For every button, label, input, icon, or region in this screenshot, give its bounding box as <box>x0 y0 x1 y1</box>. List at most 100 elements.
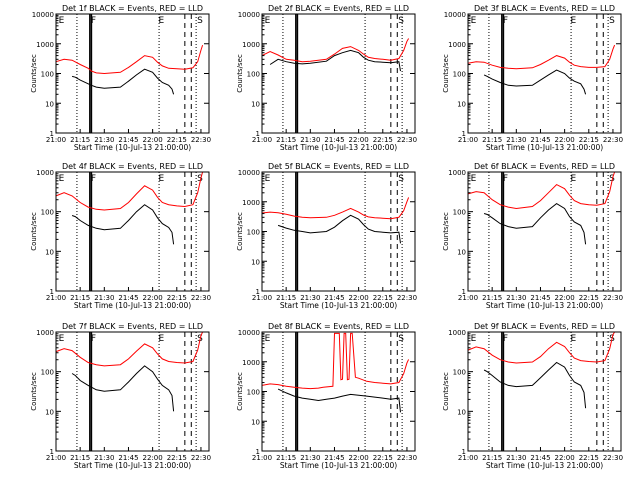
x-tick-label: 21:45 <box>118 294 138 302</box>
y-tick-label: 1000 <box>242 359 260 367</box>
panel-title: Det 9f BLACK = Events, RED = LLD <box>474 322 615 331</box>
y-tick-label: 10 <box>457 408 466 416</box>
x-tick-label: 21:45 <box>530 136 550 144</box>
panel-det-8: Det 8f BLACK = Events, RED = LLD E S 1 10 100… <box>236 322 417 470</box>
y-tick-label: 100 <box>247 389 260 397</box>
y-tick-label: 1000 <box>448 41 466 49</box>
plot-frame <box>55 171 210 292</box>
y-axis-label: Counts/sec <box>30 372 38 411</box>
x-axis-label: Start Time (10-Jul-13 21:00:00) <box>486 461 603 470</box>
x-tick-label: 22:15 <box>167 294 187 302</box>
x-tick-label: 21:00 <box>458 136 478 144</box>
events-series <box>269 49 401 72</box>
y-tick-label: 100 <box>41 209 54 217</box>
events-series <box>277 214 401 244</box>
event-marker-E: E <box>570 334 576 344</box>
event-marker-S: S <box>197 16 203 26</box>
event-marker-E: E <box>265 174 271 184</box>
y-axis-label: Counts/sec <box>30 212 38 251</box>
y-tick-label: 100 <box>41 71 54 79</box>
x-tick-label: 21:45 <box>324 294 344 302</box>
x-tick-label: 22:00 <box>555 294 575 302</box>
event-marker-E: E <box>158 174 164 184</box>
y-tick-label: 1 <box>50 288 54 296</box>
lld-series <box>55 331 204 367</box>
events-series <box>483 202 587 245</box>
y-tick-label: 1000 <box>448 329 466 337</box>
y-tick-label: 10000 <box>32 11 54 19</box>
y-tick-label: 100 <box>453 209 466 217</box>
x-tick-label: 22:30 <box>191 136 211 144</box>
x-tick-label: 21:15 <box>276 136 296 144</box>
x-tick-label: 21:30 <box>300 454 320 462</box>
x-tick-label: 21:00 <box>252 454 272 462</box>
lld-series <box>261 38 410 63</box>
event-marker-S: S <box>398 334 404 344</box>
panel-title: Det 8f BLACK = Events, RED = LLD <box>268 322 409 331</box>
y-tick-label: 10000 <box>238 169 260 177</box>
x-tick-label: 21:00 <box>458 454 478 462</box>
y-tick-label: 1 <box>50 130 54 138</box>
x-tick-label: 22:15 <box>373 136 393 144</box>
x-tick-label: 21:00 <box>458 294 478 302</box>
x-tick-label: 22:00 <box>349 294 369 302</box>
y-tick-label: 100 <box>247 229 260 237</box>
panel-title: Det 2f BLACK = Events, RED = LLD <box>268 4 409 13</box>
y-tick-label: 1000 <box>36 169 54 177</box>
panel-det-5: Det 5f BLACK = Events, RED = LLD E S 1 10 100… <box>236 162 417 310</box>
panel-title: Det 3f BLACK = Events, RED = LLD <box>474 4 615 13</box>
events-series <box>483 361 587 409</box>
lld-series <box>467 331 616 364</box>
x-tick-label: 21:15 <box>482 454 502 462</box>
x-tick-label: 21:00 <box>252 136 272 144</box>
panel-det-2: Det 2f BLACK = Events, RED = LLD E S 1 10 100… <box>236 4 417 152</box>
lld-series <box>261 332 410 390</box>
x-tick-label: 22:15 <box>579 136 599 144</box>
x-tick-label: 21:30 <box>300 136 320 144</box>
x-tick-label: 22:15 <box>373 454 393 462</box>
lld-series <box>467 171 616 210</box>
y-tick-label: 10 <box>45 100 54 108</box>
x-axis-label: Start Time (10-Jul-13 21:00:00) <box>74 143 191 152</box>
x-tick-label: 22:00 <box>349 136 369 144</box>
x-tick-label: 22:30 <box>397 454 417 462</box>
x-tick-label: 21:30 <box>94 294 114 302</box>
x-tick-label: 21:30 <box>506 136 526 144</box>
event-marker-E: E <box>570 16 576 26</box>
y-axis-label: Counts/sec <box>442 212 450 251</box>
x-tick-label: 21:30 <box>506 454 526 462</box>
y-tick-label: 10000 <box>238 11 260 19</box>
x-tick-label: 21:30 <box>94 454 114 462</box>
y-tick-label: 10000 <box>238 329 260 337</box>
x-tick-label: 22:30 <box>603 136 623 144</box>
x-tick-label: 22:00 <box>143 136 163 144</box>
events-series <box>71 68 175 95</box>
x-tick-label: 21:15 <box>70 136 90 144</box>
plot-frame <box>467 171 622 292</box>
y-axis-label: Counts/sec <box>30 54 38 93</box>
events-series <box>277 388 401 413</box>
x-tick-label: 21:00 <box>46 454 66 462</box>
event-marker-E: E <box>570 174 576 184</box>
plot-frame <box>467 331 622 452</box>
y-tick-label: 1000 <box>448 169 466 177</box>
plot-frame <box>261 171 416 292</box>
y-tick-label: 10 <box>457 248 466 256</box>
y-tick-label: 1000 <box>36 41 54 49</box>
x-tick-label: 22:30 <box>603 454 623 462</box>
event-marker-F: F <box>91 334 96 344</box>
lld-series <box>55 171 204 211</box>
y-axis-label: Counts/sec <box>442 54 450 93</box>
y-tick-label: 1 <box>50 448 54 456</box>
panel-det-1: Det 1f BLACK = Events, RED = LLD E F E S 1 10 1… <box>30 4 211 152</box>
x-tick-label: 22:00 <box>555 136 575 144</box>
y-tick-label: 100 <box>453 369 466 377</box>
y-tick-label: 1000 <box>242 199 260 207</box>
x-tick-label: 21:00 <box>252 294 272 302</box>
y-tick-label: 1 <box>462 288 466 296</box>
panel-det-3: Det 3f BLACK = Events, RED = LLD E F E S 1 10 1… <box>442 4 623 152</box>
panel-title: Det 7f BLACK = Events, RED = LLD <box>62 322 203 331</box>
